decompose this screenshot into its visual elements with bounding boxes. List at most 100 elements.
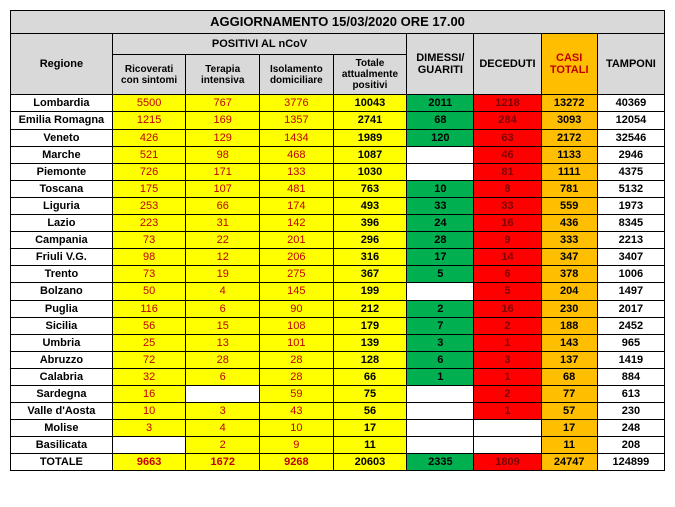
cell-tot: 56 xyxy=(333,403,407,420)
cell-dim: 6 xyxy=(407,351,474,368)
cell-tam: 248 xyxy=(597,420,664,437)
cell-region: TOTALE xyxy=(11,454,113,471)
cell-region: Lazio xyxy=(11,215,113,232)
cell-ter: 66 xyxy=(186,197,260,214)
cell-ric: 16 xyxy=(112,385,186,402)
cell-iso: 3776 xyxy=(260,95,334,112)
cell-tot: 296 xyxy=(333,232,407,249)
table-row: Toscana1751074817631087815132 xyxy=(11,180,665,197)
cell-iso: 9268 xyxy=(260,454,334,471)
cell-casi: 77 xyxy=(541,385,597,402)
cell-iso: 10 xyxy=(260,420,334,437)
cell-ter xyxy=(186,385,260,402)
cell-tam: 884 xyxy=(597,368,664,385)
cell-dec: 1809 xyxy=(474,454,541,471)
cell-ter: 107 xyxy=(186,180,260,197)
table-row: Piemonte72617113310308111114375 xyxy=(11,163,665,180)
cell-iso: 59 xyxy=(260,385,334,402)
cell-ter: 6 xyxy=(186,300,260,317)
cell-iso: 481 xyxy=(260,180,334,197)
cell-region: Veneto xyxy=(11,129,113,146)
cell-iso: 90 xyxy=(260,300,334,317)
cell-tam: 208 xyxy=(597,437,664,454)
cell-dec xyxy=(474,420,541,437)
cell-ric: 9663 xyxy=(112,454,186,471)
cell-ric xyxy=(112,437,186,454)
cell-ric: 1215 xyxy=(112,112,186,129)
cell-dim: 2335 xyxy=(407,454,474,471)
cell-dec: 1218 xyxy=(474,95,541,112)
cell-region: Bolzano xyxy=(11,283,113,300)
cell-region: Piemonte xyxy=(11,163,113,180)
table-row: Basilicata291111208 xyxy=(11,437,665,454)
table-row: Sicilia5615108179721882452 xyxy=(11,317,665,334)
cell-tot: 128 xyxy=(333,351,407,368)
cell-region: Trento xyxy=(11,266,113,283)
cell-region: Friuli V.G. xyxy=(11,249,113,266)
table-row: Sardegna165975277613 xyxy=(11,385,665,402)
cell-dim: 24 xyxy=(407,215,474,232)
cell-ter: 4 xyxy=(186,283,260,300)
cell-tot: 212 xyxy=(333,300,407,317)
cell-region: Campania xyxy=(11,232,113,249)
cell-tam: 5132 xyxy=(597,180,664,197)
cell-tot: 139 xyxy=(333,334,407,351)
cell-region: Molise xyxy=(11,420,113,437)
table-row: Puglia1166902122162302017 xyxy=(11,300,665,317)
cell-casi: 2172 xyxy=(541,129,597,146)
cell-casi: 204 xyxy=(541,283,597,300)
cell-tot: 1030 xyxy=(333,163,407,180)
cell-region: Toscana xyxy=(11,180,113,197)
cell-dim xyxy=(407,163,474,180)
cell-ric: 98 xyxy=(112,249,186,266)
cell-region: Valle d'Aosta xyxy=(11,403,113,420)
cell-iso: 145 xyxy=(260,283,334,300)
cell-tam: 3407 xyxy=(597,249,664,266)
cell-ter: 98 xyxy=(186,146,260,163)
cell-ric: 73 xyxy=(112,232,186,249)
cell-iso: 9 xyxy=(260,437,334,454)
cell-dec: 1 xyxy=(474,334,541,351)
cell-casi: 1111 xyxy=(541,163,597,180)
cell-dim: 7 xyxy=(407,317,474,334)
table-row: Lazio2233114239624164368345 xyxy=(11,215,665,232)
cell-casi: 333 xyxy=(541,232,597,249)
cell-tam: 1419 xyxy=(597,351,664,368)
hdr-isolamento: Isolamento domiciliare xyxy=(260,55,334,95)
cell-ric: 73 xyxy=(112,266,186,283)
cell-tam: 965 xyxy=(597,334,664,351)
cell-tam: 2017 xyxy=(597,300,664,317)
cell-casi: 436 xyxy=(541,215,597,232)
hdr-ricoverati: Ricoverati con sintomi xyxy=(112,55,186,95)
hdr-terapia: Terapia intensiva xyxy=(186,55,260,95)
cell-ter: 2 xyxy=(186,437,260,454)
cell-ric: 56 xyxy=(112,317,186,334)
table-row: Liguria2536617449333335591973 xyxy=(11,197,665,214)
cell-tot: 2741 xyxy=(333,112,407,129)
cell-dim: 10 xyxy=(407,180,474,197)
cell-ter: 171 xyxy=(186,163,260,180)
cell-iso: 28 xyxy=(260,368,334,385)
cell-tam: 124899 xyxy=(597,454,664,471)
cell-ric: 726 xyxy=(112,163,186,180)
cell-dim: 1 xyxy=(407,368,474,385)
cell-casi: 68 xyxy=(541,368,597,385)
hdr-dimessi: DIMESSI/ GUARITI xyxy=(407,34,474,95)
cell-ric: 253 xyxy=(112,197,186,214)
table-row: Emilia Romagna12151691357274168284309312… xyxy=(11,112,665,129)
table-row: Trento7319275367563781006 xyxy=(11,266,665,283)
cell-tam: 8345 xyxy=(597,215,664,232)
cell-tam: 613 xyxy=(597,385,664,402)
cell-casi: 137 xyxy=(541,351,597,368)
cell-iso: 275 xyxy=(260,266,334,283)
cell-casi: 1133 xyxy=(541,146,597,163)
cell-tam: 1006 xyxy=(597,266,664,283)
cell-region: Sardegna xyxy=(11,385,113,402)
cell-tot: 11 xyxy=(333,437,407,454)
cell-tot: 367 xyxy=(333,266,407,283)
cell-iso: 174 xyxy=(260,197,334,214)
cell-region: Marche xyxy=(11,146,113,163)
cell-tot: 17 xyxy=(333,420,407,437)
cell-dec: 5 xyxy=(474,283,541,300)
cell-tot: 493 xyxy=(333,197,407,214)
